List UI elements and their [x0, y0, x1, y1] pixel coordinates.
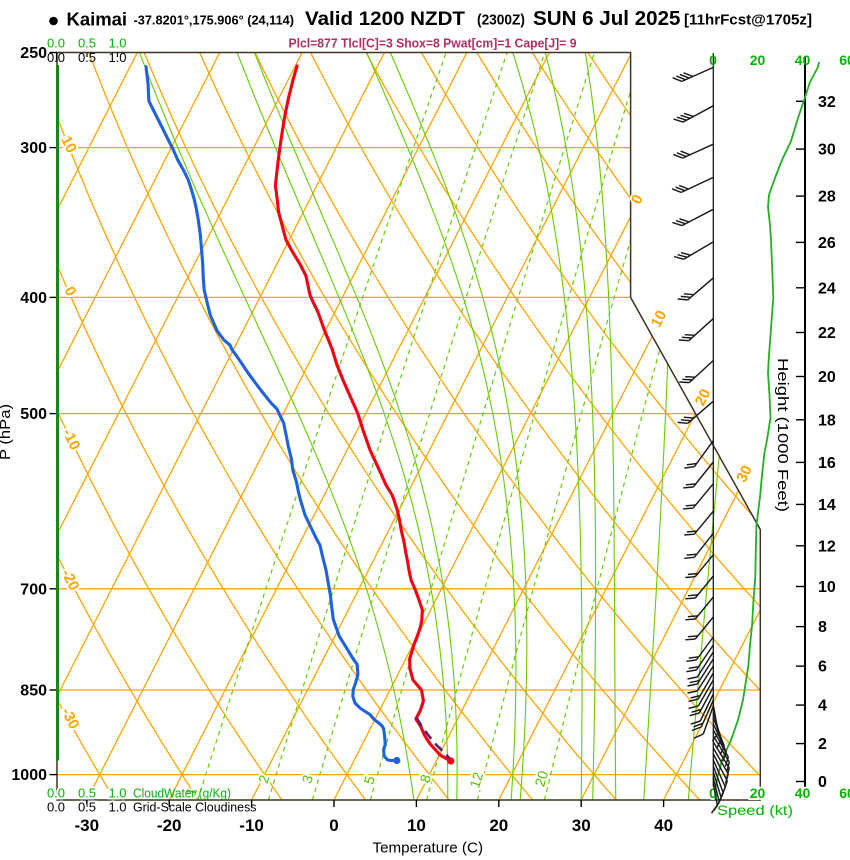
svg-text:40: 40 — [654, 816, 673, 835]
svg-text:0.5: 0.5 — [78, 36, 96, 51]
svg-text:10: 10 — [407, 816, 426, 835]
svg-text:20: 20 — [818, 369, 836, 386]
svg-text:CloudWater (g/Kg): CloudWater (g/Kg) — [133, 786, 231, 801]
svg-text:16: 16 — [818, 455, 836, 472]
svg-text:20: 20 — [531, 769, 551, 789]
svg-text:8: 8 — [818, 619, 827, 636]
svg-text:SUN 6 Jul 2025: SUN 6 Jul 2025 — [533, 8, 681, 30]
svg-text:-30: -30 — [75, 816, 100, 835]
svg-text:[11hrFcst@1705z]: [11hrFcst@1705z] — [684, 12, 812, 29]
svg-text:0: 0 — [709, 52, 717, 68]
svg-text:0.5: 0.5 — [78, 786, 96, 801]
svg-text:0.5: 0.5 — [78, 800, 96, 815]
svg-text:700: 700 — [20, 581, 47, 598]
svg-text:0: 0 — [329, 816, 338, 835]
svg-text:10: 10 — [818, 579, 836, 596]
svg-text:1.0: 1.0 — [108, 786, 126, 801]
svg-text:300: 300 — [20, 140, 47, 157]
svg-text:14: 14 — [818, 497, 836, 514]
svg-text:28: 28 — [818, 189, 836, 206]
svg-text:(2300Z): (2300Z) — [477, 12, 525, 29]
svg-text:0.0: 0.0 — [47, 786, 65, 801]
svg-text:Temperature (C): Temperature (C) — [373, 840, 484, 857]
svg-text:850: 850 — [20, 683, 47, 700]
svg-text:Height (1000 Feet): Height (1000 Feet) — [774, 358, 791, 512]
svg-text:-10: -10 — [239, 816, 264, 835]
svg-text:26: 26 — [818, 235, 836, 252]
svg-text:Valid 1200 NZDT: Valid 1200 NZDT — [305, 8, 465, 30]
svg-text:0.0: 0.0 — [47, 800, 65, 815]
svg-text:12: 12 — [818, 538, 836, 555]
svg-text:60: 60 — [839, 52, 850, 68]
svg-text:1.0: 1.0 — [108, 50, 126, 65]
svg-text:250: 250 — [20, 45, 47, 62]
svg-text:20: 20 — [750, 785, 766, 801]
svg-text:4: 4 — [818, 698, 827, 715]
svg-text:24: 24 — [818, 280, 836, 297]
svg-text:12: 12 — [466, 770, 486, 790]
svg-text:400: 400 — [20, 290, 47, 307]
svg-text:6: 6 — [818, 659, 827, 676]
svg-text:1.0: 1.0 — [108, 36, 126, 51]
svg-text:0.0: 0.0 — [47, 36, 65, 51]
svg-text:Plcl=877 Tlcl[C]=3 Shox=8 Pwat: Plcl=877 Tlcl[C]=3 Shox=8 Pwat[cm]=1 Cap… — [289, 36, 577, 51]
svg-text:P (hPa): P (hPa) — [0, 404, 14, 460]
svg-text:40: 40 — [795, 52, 811, 68]
svg-text:-37.8201°,175.906° (24,114): -37.8201°,175.906° (24,114) — [134, 14, 295, 28]
svg-text:1000: 1000 — [11, 767, 47, 784]
svg-text:Speed (kt): Speed (kt) — [717, 803, 793, 818]
svg-text:22: 22 — [818, 325, 836, 342]
svg-text:32: 32 — [818, 94, 836, 111]
svg-text:1.0: 1.0 — [108, 800, 126, 815]
svg-text:0: 0 — [818, 774, 827, 791]
svg-text:0.0: 0.0 — [47, 50, 65, 65]
svg-text:20: 20 — [489, 816, 508, 835]
svg-text:Kaimai: Kaimai — [67, 9, 128, 30]
svg-text:60: 60 — [839, 785, 850, 801]
svg-text:Grid-Scale Cloudiness: Grid-Scale Cloudiness — [133, 800, 257, 815]
svg-text:2: 2 — [818, 736, 827, 753]
svg-text:30: 30 — [572, 816, 591, 835]
svg-text:20: 20 — [750, 52, 766, 68]
svg-text:-20: -20 — [157, 816, 182, 835]
svg-text:500: 500 — [20, 406, 47, 423]
svg-text:0.5: 0.5 — [78, 50, 96, 65]
svg-text:30: 30 — [818, 142, 836, 159]
svg-text:18: 18 — [818, 412, 836, 429]
svg-text:40: 40 — [795, 785, 811, 801]
